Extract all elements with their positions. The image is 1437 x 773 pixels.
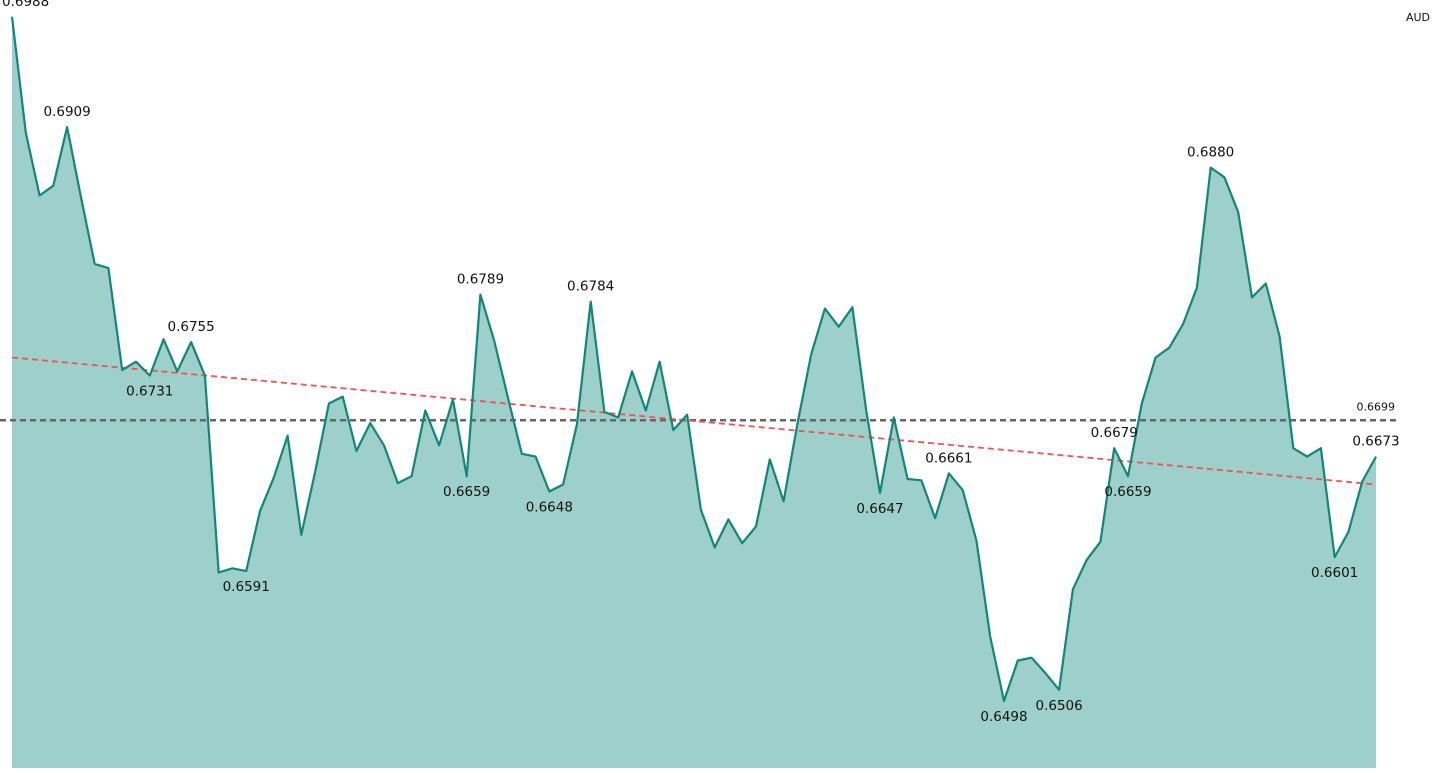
average-label: 0.6699 [1357,400,1396,413]
value-label: 0.6909 [43,104,90,120]
value-label: 0.6659 [1104,484,1151,500]
value-label: 0.6591 [223,579,270,595]
value-label: 0.6988 [2,0,49,10]
value-label: 0.6498 [980,709,1027,725]
value-label: 0.6784 [567,279,614,295]
area-line [10,16,1377,703]
unit-label: AUD [1406,11,1430,24]
value-label: 0.6601 [1311,565,1358,581]
value-label: 0.6880 [1187,145,1234,161]
value-label: 0.6731 [126,384,173,400]
value-label: 0.6789 [457,272,504,288]
value-label: 0.6506 [1035,698,1082,714]
trend-line [11,356,1377,486]
value-label: 0.6673 [1352,434,1399,450]
value-label: 0.6661 [925,450,972,466]
value-label: 0.6659 [443,484,490,500]
area-fill [12,16,1376,769]
value-label: 0.6755 [167,319,214,335]
value-label: 0.6648 [526,500,573,516]
value-label: 0.6679 [1091,425,1138,441]
value-label: 0.6647 [856,501,903,517]
